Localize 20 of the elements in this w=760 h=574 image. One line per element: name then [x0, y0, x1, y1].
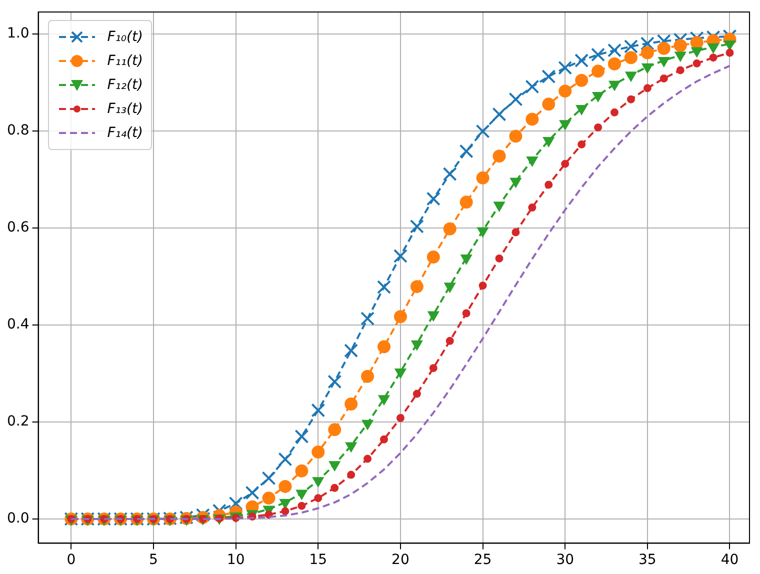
x-tick-label: 25 [474, 552, 492, 568]
legend-label: F₁₂(t) [107, 76, 143, 95]
legend-label: F₁₁(t) [107, 52, 143, 71]
y-tick-label: 1.0 [7, 25, 30, 42]
x-tick-label: 15 [309, 552, 328, 568]
x-tick-label: 5 [149, 552, 158, 568]
y-tick-label: 0.2 [7, 414, 30, 430]
y-tick-label: 0.8 [7, 122, 30, 138]
x-tick-label: 0 [66, 552, 76, 568]
legend-label: F₁₀(t) [107, 28, 143, 47]
x-tick-label: 10 [226, 552, 245, 568]
x-tick-label: 20 [392, 552, 410, 568]
x-tick-label: 30 [556, 552, 574, 568]
y-tick-label: 0.6 [7, 220, 30, 236]
legend-label: F₁₄(t) [107, 124, 143, 143]
y-tick-label: 0.0 [7, 510, 30, 527]
x-tick-label: 40 [720, 552, 739, 568]
legend-label: F₁₃(t) [107, 100, 143, 119]
y-tick-label: 0.4 [7, 316, 30, 333]
x-tick-label: 35 [638, 552, 656, 568]
